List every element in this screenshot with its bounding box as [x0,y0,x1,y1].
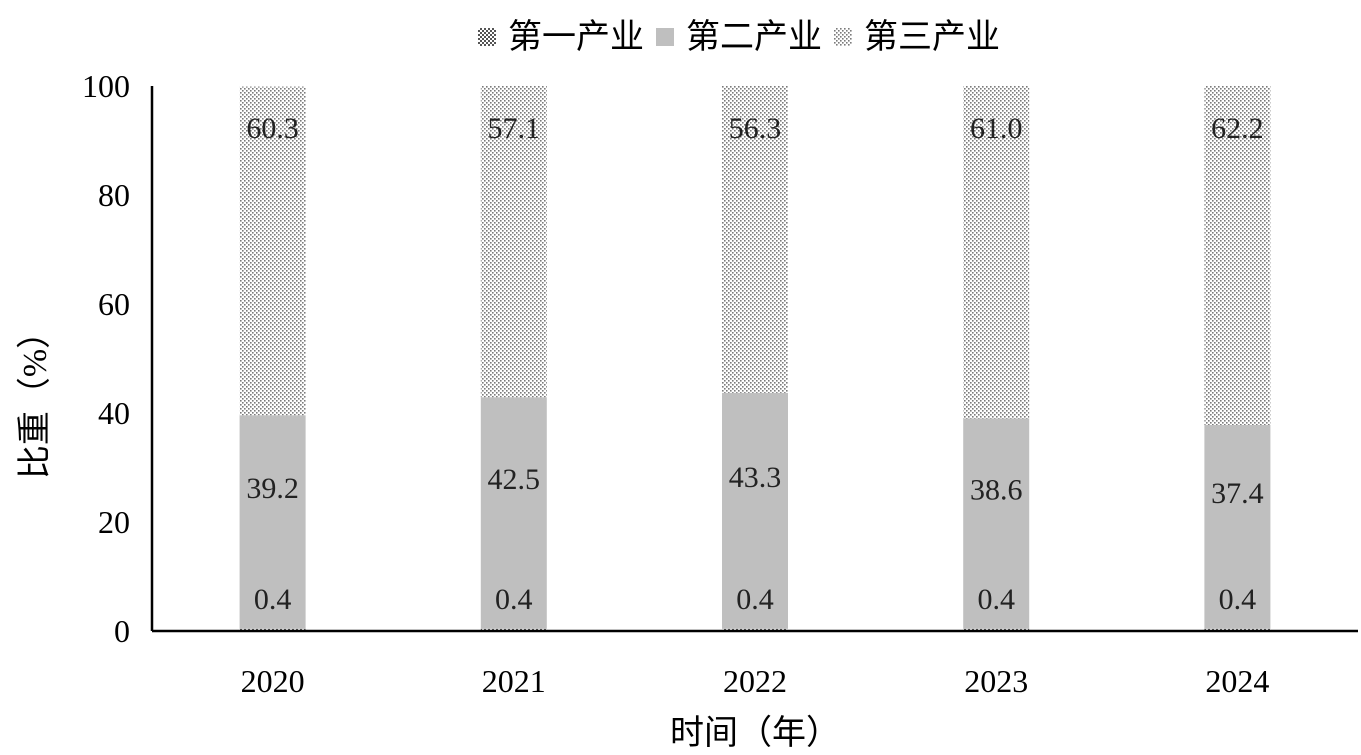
bar-tertiary-2022 [722,86,788,393]
y-tick-label: 100 [82,68,130,104]
legend: 第一产业 第二产业 第三产业 [478,18,1000,56]
y-tick-label: 60 [98,286,130,322]
legend-label-secondary: 第二产业 [686,18,822,56]
x-axis-ticks: 2020 2021 2022 2023 2024 [241,663,1270,699]
legend-label-primary: 第一产业 [508,18,644,56]
x-axis-title: 时间（年） [670,714,840,752]
data-labels: 0.4 39.2 60.3 0.4 42.5 57.1 0.4 43.3 56.3 0.4 38.6… [246,112,1263,616]
x-tick-label: 2022 [723,663,787,699]
data-label-secondary-2023: 38.6 [970,474,1023,507]
data-label-secondary-2022: 43.3 [729,461,782,494]
bars [239,86,1271,631]
data-label-primary-2021: 0.4 [495,583,533,616]
data-label-secondary-2024: 37.4 [1211,477,1264,510]
data-label-secondary-2020: 39.2 [246,472,299,505]
bar-tertiary-2023 [963,86,1030,419]
data-label-secondary-2021: 42.5 [488,463,541,496]
bar-secondary-2022 [722,392,788,629]
bar-secondary-2020 [239,415,306,629]
data-label-tertiary-2022: 56.3 [729,112,782,145]
legend-label-tertiary: 第三产业 [864,18,1000,56]
y-tick-label: 80 [98,177,130,213]
x-tick-label: 2021 [482,663,546,699]
bar-tertiary-2021 [480,86,547,398]
y-axis-ticks: 0 20 40 60 80 100 [82,68,130,649]
bar-secondary-2023 [963,418,1030,629]
bar-tertiary-2020 [239,86,306,416]
y-tick-label: 0 [114,613,130,649]
bar-secondary-2024 [1204,424,1271,629]
data-label-tertiary-2024: 62.2 [1211,112,1264,145]
data-label-tertiary-2020: 60.3 [246,112,299,145]
legend-swatch-tertiary [834,28,852,46]
y-axis-title: 比重（%） [16,315,54,479]
x-tick-label: 2020 [241,663,305,699]
data-label-tertiary-2021: 57.1 [488,112,541,145]
bar-tertiary-2024 [1204,86,1271,425]
y-tick-label: 20 [98,504,130,540]
x-tick-label: 2024 [1205,663,1269,699]
y-tick-label: 40 [98,395,130,431]
bar-secondary-2021 [480,397,547,629]
legend-swatch-primary [478,28,496,46]
x-tick-label: 2023 [964,663,1028,699]
legend-swatch-secondary [656,28,674,46]
data-label-tertiary-2023: 61.0 [970,112,1023,145]
data-label-primary-2024: 0.4 [1219,583,1257,616]
data-label-primary-2022: 0.4 [736,583,774,616]
data-label-primary-2020: 0.4 [254,583,292,616]
data-label-primary-2023: 0.4 [977,583,1015,616]
